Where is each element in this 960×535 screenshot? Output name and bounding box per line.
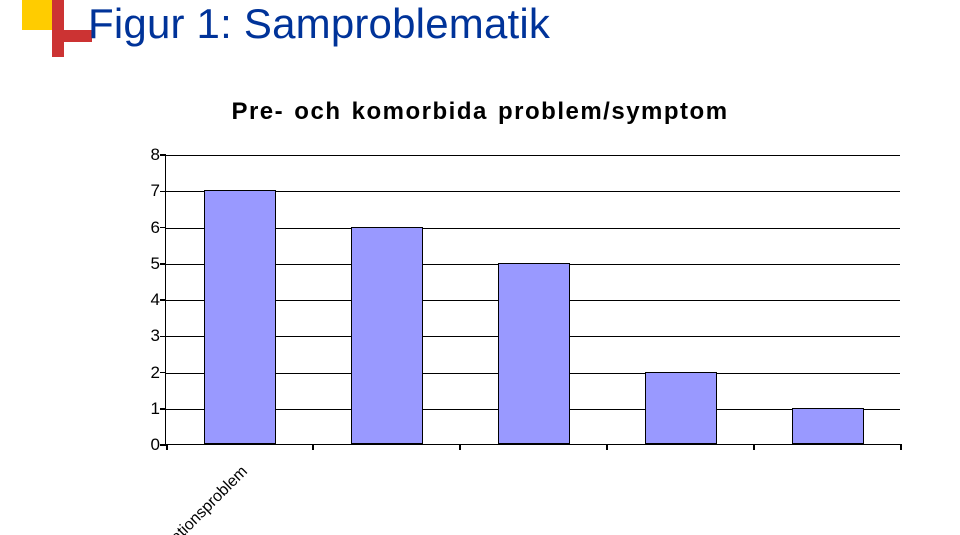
y-tick: [160, 154, 166, 156]
plot-area: [165, 155, 900, 445]
gridline: [166, 228, 900, 229]
chart-title: Pre- och komorbida problem/symptom: [0, 98, 960, 126]
y-axis-label: 1: [120, 399, 160, 419]
slide-title: Figur 1: Samproblematik: [88, 0, 550, 48]
x-tick: [753, 444, 755, 450]
x-axis-label: Relationsproblem: [132, 463, 251, 535]
y-tick: [160, 408, 166, 410]
y-axis-label: 5: [120, 254, 160, 274]
y-axis-label: 0: [120, 435, 160, 455]
gridline: [166, 191, 900, 192]
bar: [498, 263, 570, 444]
y-tick: [160, 336, 166, 338]
x-tick: [900, 444, 902, 450]
y-axis-label: 8: [120, 145, 160, 165]
deco-yellow-square: [22, 0, 52, 30]
bar: [204, 190, 276, 444]
x-tick: [166, 444, 168, 450]
y-tick: [160, 227, 166, 229]
deco-red-horizontal: [52, 30, 92, 42]
slide: Figur 1: Samproblematik Pre- och komorbi…: [0, 0, 960, 535]
y-axis-label: 6: [120, 218, 160, 238]
bar: [792, 408, 864, 444]
gridline: [166, 155, 900, 156]
x-tick: [606, 444, 608, 450]
bar-chart: 012345678: [120, 155, 900, 445]
y-tick: [160, 191, 166, 193]
y-tick: [160, 372, 166, 374]
deco-red-vertical: [52, 0, 64, 57]
slide-bullet-decoration: [22, 0, 92, 70]
x-tick: [312, 444, 314, 450]
y-axis-label: 7: [120, 181, 160, 201]
y-axis-label: 4: [120, 290, 160, 310]
x-axis-labels: Relationsproblem: [165, 458, 900, 535]
bar: [351, 227, 423, 445]
y-tick: [160, 299, 166, 301]
y-tick: [160, 263, 166, 265]
x-tick: [459, 444, 461, 450]
y-axis-label: 2: [120, 363, 160, 383]
bar: [645, 372, 717, 445]
y-axis-label: 3: [120, 326, 160, 346]
